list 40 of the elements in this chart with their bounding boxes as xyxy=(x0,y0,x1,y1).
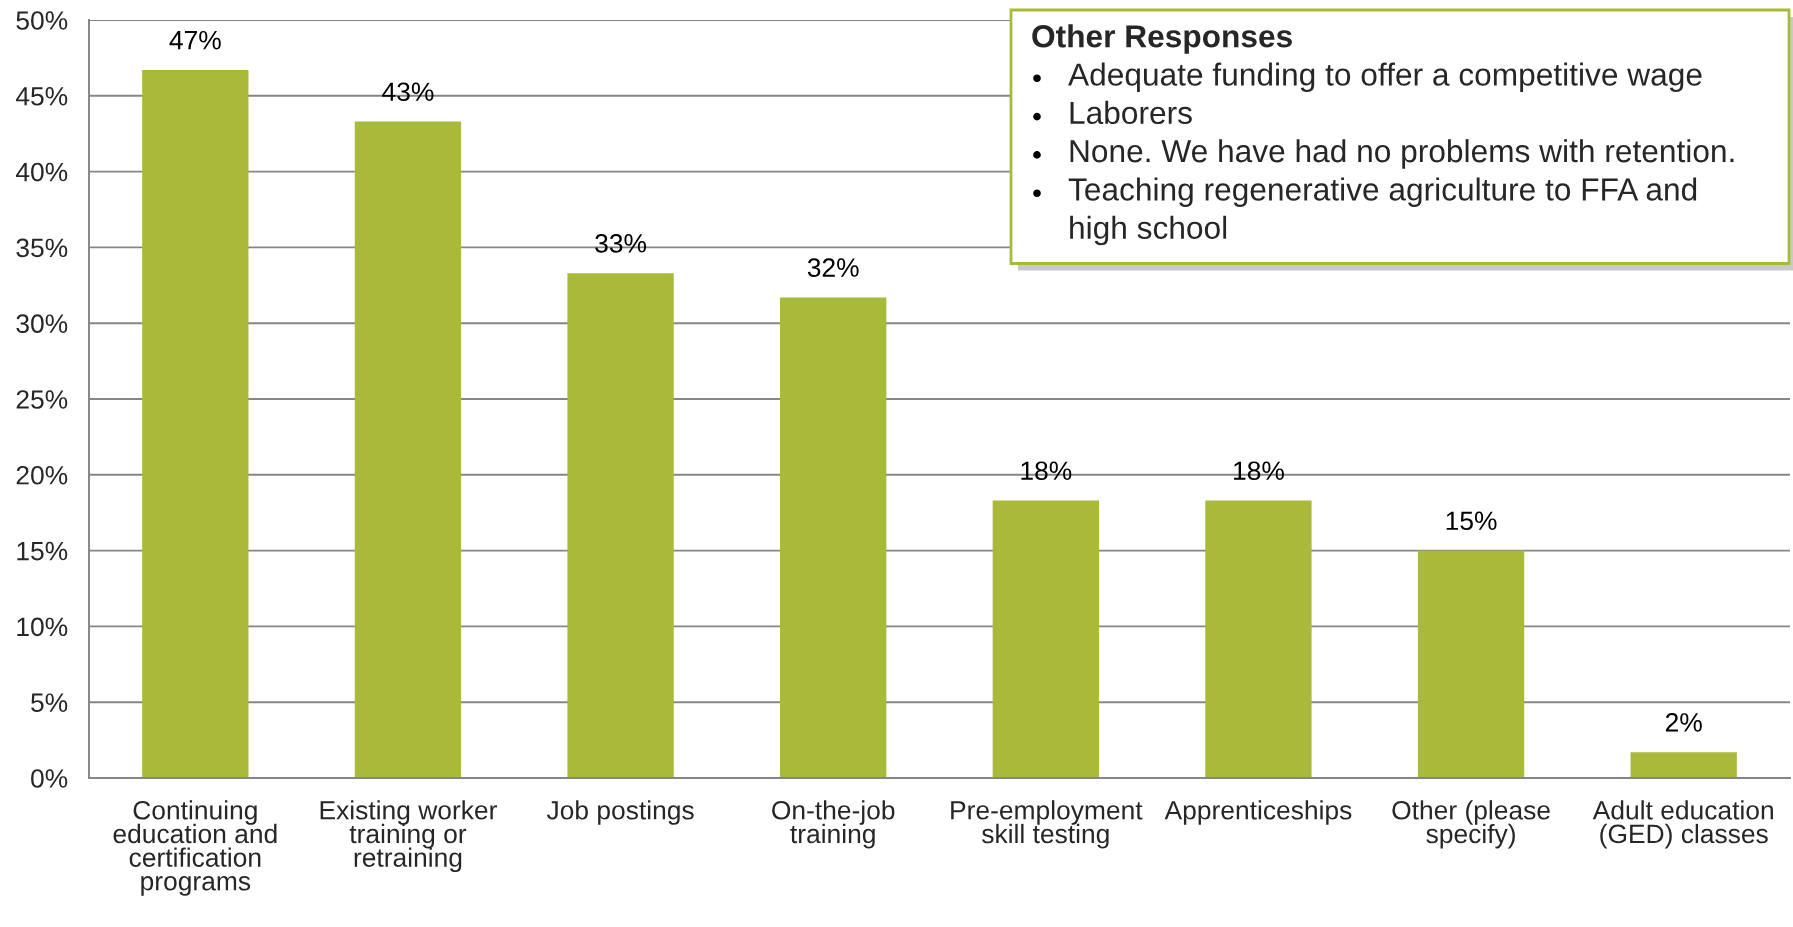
x-tick-label: Apprenticeships xyxy=(1164,800,1352,825)
bar xyxy=(1205,500,1312,778)
data-label: 15% xyxy=(1446,511,1497,531)
bar xyxy=(142,70,249,778)
y-tick-label: 40% xyxy=(15,162,68,182)
annotation: Teaching regenerative agriculture to FFA and high school xyxy=(1068,177,1697,246)
x-tick-label: Job postings xyxy=(546,800,694,825)
y-tick-label: 50% xyxy=(16,11,68,30)
annotation: Adequate funding to offer a competitive wage xyxy=(1068,62,1702,93)
data-label: 43% xyxy=(382,82,434,102)
y-tick-label: 45% xyxy=(15,87,68,106)
annotation: Laborers xyxy=(1070,100,1192,125)
y-tick-label: 10% xyxy=(17,617,68,637)
x-tick-label: Pre-employment skill testing xyxy=(951,800,1143,849)
bar xyxy=(992,500,1099,778)
y-tick-label: 15% xyxy=(17,541,68,561)
data-label: 18% xyxy=(1234,461,1284,481)
x-tick-label: Continuing education and certification programs xyxy=(113,800,277,896)
x-tick-label: Adult education (GED) classes xyxy=(1592,800,1773,849)
bar xyxy=(780,297,887,778)
x-tick-label: Other (please specify) xyxy=(1392,800,1550,849)
data-label: 2% xyxy=(1665,713,1702,732)
annotation: Other Responses xyxy=(1032,24,1292,54)
bar xyxy=(1630,752,1737,778)
x-tick-label: Existing worker training or retraining xyxy=(320,800,497,873)
y-tick-label: 20% xyxy=(16,465,68,485)
data-label: 47% xyxy=(169,30,221,50)
x-tick-label: On-the-job training xyxy=(772,800,895,849)
bar xyxy=(1417,550,1525,778)
y-tick-label: 5% xyxy=(31,693,68,713)
data-label: 18% xyxy=(1021,461,1072,481)
annotation: None. We have had no problems with retention. xyxy=(1070,139,1734,169)
bar xyxy=(354,121,462,778)
y-tick-label: 30% xyxy=(16,314,68,334)
data-label: 32% xyxy=(807,258,859,277)
y-tick-label: 0% xyxy=(31,769,68,788)
y-tick-label: 25% xyxy=(16,390,68,409)
data-label: 33% xyxy=(595,233,647,253)
y-tick-label: 35% xyxy=(16,238,68,258)
bar xyxy=(567,273,674,778)
